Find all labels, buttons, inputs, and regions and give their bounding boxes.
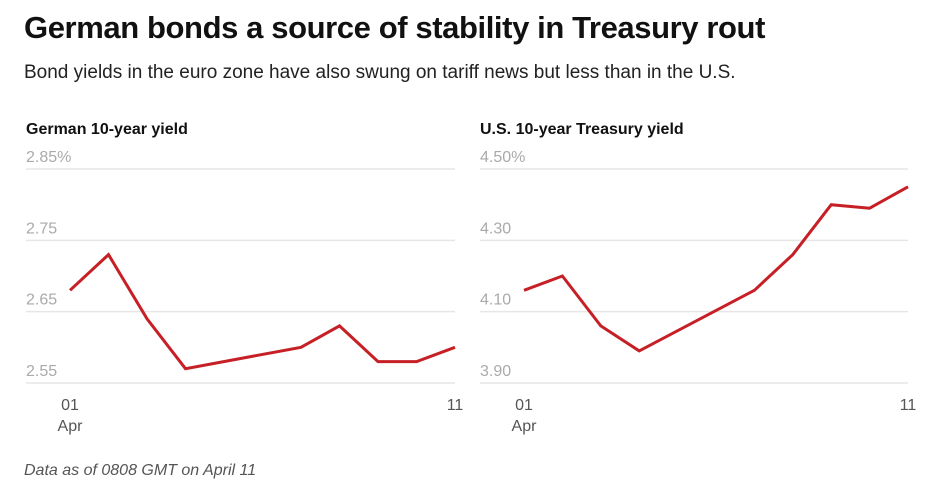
chart-subtitle: Bond yields in the euro zone have also s… bbox=[24, 62, 736, 83]
us-y-tick-label: 3.90 bbox=[480, 363, 511, 380]
german-y-tick-label: 2.75 bbox=[26, 220, 57, 237]
german-y-tick-label: 2.65 bbox=[26, 292, 57, 309]
us-x-tick-sublabel: Apr bbox=[512, 418, 538, 435]
german-y-tick-label: 2.55 bbox=[26, 363, 57, 380]
german-x-tick-sublabel: Apr bbox=[58, 418, 84, 435]
german-y-tick-label: 2.85% bbox=[26, 149, 71, 166]
chart-title: German bonds a source of stability in Tr… bbox=[24, 10, 766, 45]
us-y-tick-label: 4.30 bbox=[480, 220, 511, 237]
us-yield-line bbox=[523, 185, 909, 353]
us-y-tick-label: 4.50% bbox=[480, 149, 525, 166]
us-x-tick-label: 01 bbox=[515, 397, 533, 414]
us-panel-title: U.S. 10-year Treasury yield bbox=[480, 121, 684, 138]
german-x-tick-label: 01 bbox=[61, 397, 79, 414]
german-panel-title: German 10-year yield bbox=[26, 121, 188, 138]
german-x-tick-label: 11 bbox=[447, 397, 464, 414]
us-x-tick-label: 11 bbox=[900, 397, 917, 414]
footnote: Data as of 0808 GMT on April 11 bbox=[24, 462, 257, 479]
us-y-tick-label: 4.10 bbox=[480, 292, 511, 309]
